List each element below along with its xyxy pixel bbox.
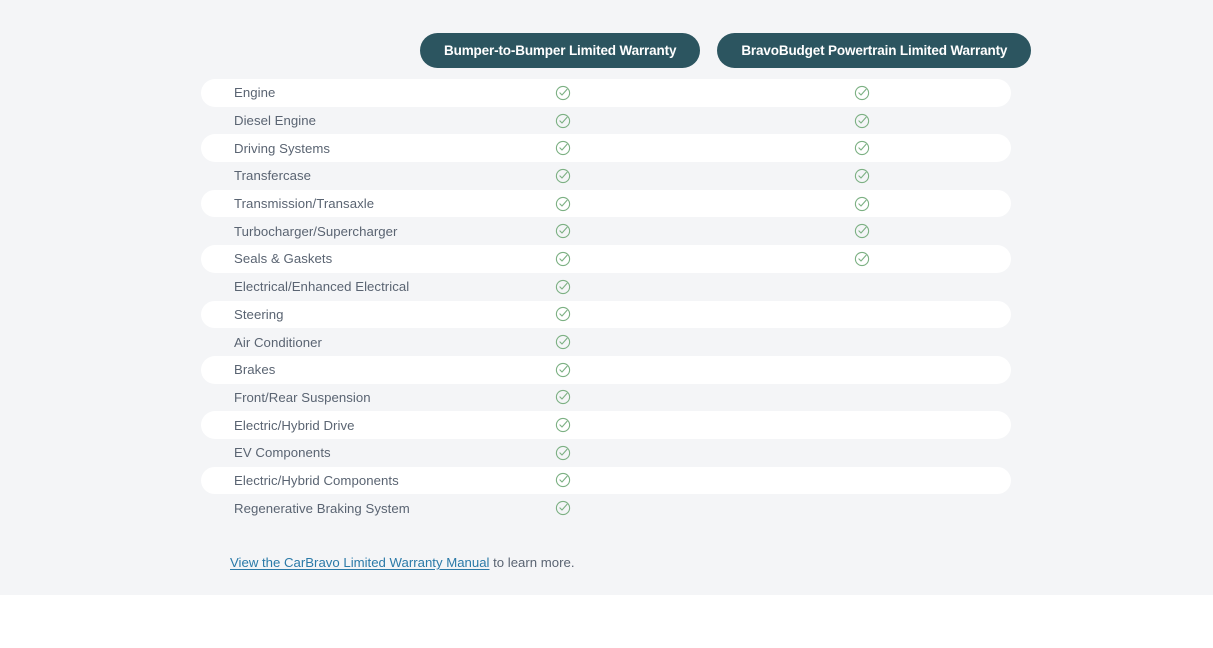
circle-check-icon (555, 113, 571, 129)
table-row: Steering (201, 300, 1011, 329)
row-label: Air Conditioner (234, 334, 322, 350)
coverage-empty-cell (854, 417, 870, 433)
row-label: Transfercase (234, 168, 312, 184)
circle-check-icon (854, 140, 870, 156)
row-label: Transmission/Transaxle (234, 196, 375, 212)
coverage-empty-cell (854, 445, 870, 461)
table-row: Regenerative Braking System (201, 494, 1011, 522)
row-label: Turbocharger/Supercharger (234, 223, 398, 239)
coverage-empty-cell (854, 334, 870, 350)
circle-check-icon (555, 168, 571, 184)
tab-bumper-to-bumper[interactable]: Bumper-to-Bumper Limited Warranty (420, 33, 701, 68)
table-row: Engine (201, 79, 1011, 107)
circle-check-icon (854, 85, 870, 101)
below-section-background (0, 595, 1213, 648)
table-row: EV Components (201, 439, 1011, 467)
coverage-empty-cell (854, 472, 870, 488)
table-row: Driving Systems (201, 134, 1011, 163)
warranty-manual-link[interactable]: View the CarBravo Limited Warranty Manua… (230, 555, 490, 570)
tab-bravobudget-powertrain[interactable]: BravoBudget Powertrain Limited Warranty (717, 33, 1032, 68)
circle-check-icon (555, 334, 571, 350)
table-row: Transfercase (201, 162, 1011, 190)
table-row: Front/Rear Suspension (201, 384, 1011, 412)
circle-check-icon (854, 168, 870, 184)
circle-check-icon (854, 251, 870, 267)
row-label: Seals & Gaskets (234, 251, 333, 267)
row-label: Front/Rear Suspension (234, 389, 371, 405)
circle-check-icon (555, 389, 571, 405)
circle-check-icon (555, 140, 571, 156)
circle-check-icon (854, 113, 870, 129)
circle-check-icon (555, 500, 571, 516)
circle-check-icon (555, 251, 571, 267)
coverage-table: Engine Diesel Engine Driving Systems Transf… (201, 79, 1011, 522)
table-row: Diesel Engine (201, 107, 1011, 135)
coverage-empty-cell (854, 279, 870, 295)
table-row: Electrical/Enhanced Electrical (201, 273, 1011, 301)
row-label: Driving Systems (234, 140, 331, 156)
circle-check-icon (555, 223, 571, 239)
circle-check-icon (555, 472, 571, 488)
row-label: Engine (234, 85, 276, 101)
circle-check-icon (555, 417, 571, 433)
coverage-empty-cell (854, 306, 870, 322)
row-label: Electrical/Enhanced Electrical (234, 279, 410, 295)
table-row: Turbocharger/Supercharger (201, 217, 1011, 245)
table-row: Electric/Hybrid Drive (201, 411, 1011, 439)
warranty-tab-group: Bumper-to-Bumper Limited Warranty BravoBu… (420, 33, 1032, 68)
row-label: Diesel Engine (234, 113, 317, 129)
coverage-empty-cell (854, 500, 870, 516)
row-label: Electric/Hybrid Components (234, 472, 399, 488)
footer-trailing-text: to learn more. (489, 555, 575, 570)
table-row: Transmission/Transaxle (201, 189, 1011, 218)
footer-note: View the CarBravo Limited Warranty Manua… (230, 555, 575, 570)
circle-check-icon (555, 85, 571, 101)
row-label: Electric/Hybrid Drive (234, 417, 355, 433)
row-label: Steering (234, 306, 284, 322)
circle-check-icon (555, 279, 571, 295)
row-label: EV Components (234, 445, 331, 461)
coverage-empty-cell (854, 389, 870, 405)
table-row: Air Conditioner (201, 328, 1011, 356)
circle-check-icon (555, 445, 571, 461)
circle-check-icon (555, 306, 571, 322)
table-row: Electric/Hybrid Components (201, 466, 1011, 495)
row-label: Brakes (234, 362, 276, 378)
circle-check-icon (854, 196, 870, 212)
table-row: Brakes (201, 355, 1011, 384)
circle-check-icon (555, 362, 571, 378)
coverage-empty-cell (854, 362, 870, 378)
row-label: Regenerative Braking System (234, 500, 410, 516)
circle-check-icon (555, 196, 571, 212)
circle-check-icon (854, 223, 870, 239)
table-row: Seals & Gaskets (201, 245, 1011, 273)
